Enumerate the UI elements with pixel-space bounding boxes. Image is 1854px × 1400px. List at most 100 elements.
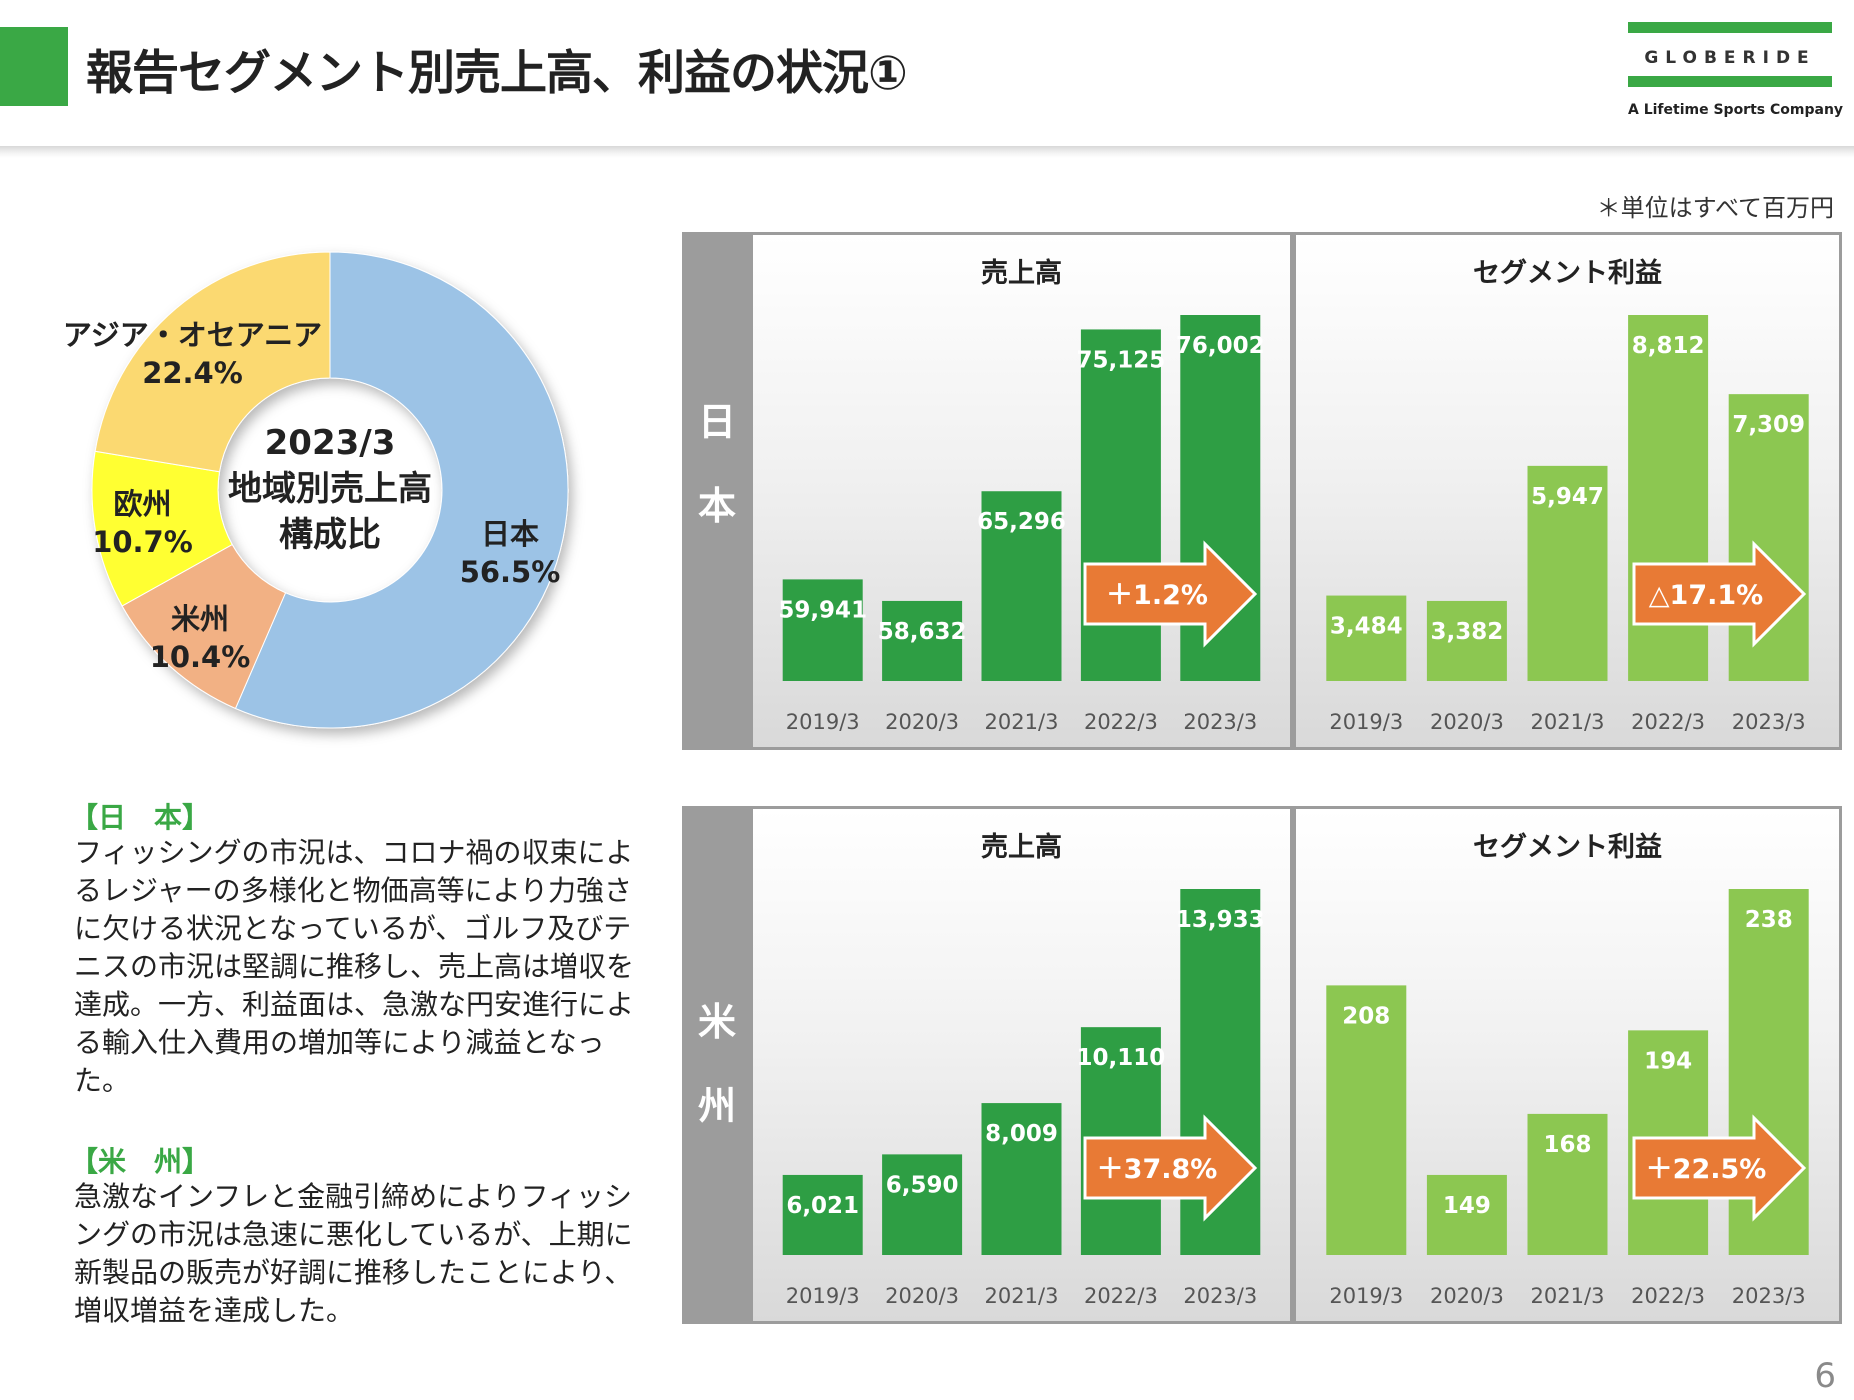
america-profit-bar-1	[1326, 985, 1407, 1255]
japan-profit-bar-1	[1326, 595, 1407, 681]
donut-slice-japan	[234, 251, 569, 729]
japan-profit-value-label-5: 7,309	[1732, 412, 1805, 438]
japan-sales-x-tick-5: 2023/3	[1183, 710, 1257, 734]
donut-label-europe-name: 欧州	[113, 487, 172, 521]
america-profit-panel: セグメント利益 208 2019/3 149 2020/3 168 2021/3 194 20…	[1296, 809, 1839, 1321]
page-title: 報告セグメント別売上高、利益の状況①	[86, 46, 908, 101]
unit-note: ＊単位はすべて百万円	[1596, 194, 1834, 222]
japan-profit-value-label-4: 8,812	[1632, 333, 1705, 359]
america-sales-value-label-5: 13,933	[1176, 907, 1265, 933]
america-sales-value-label-2: 6,590	[886, 1172, 959, 1198]
japan-profit-x-tick-2: 2020/3	[1430, 710, 1504, 734]
japan-profit-value-label-1: 3,484	[1330, 614, 1403, 640]
america-sales-value-label-4: 10,110	[1077, 1045, 1166, 1071]
america-profit-bar-2	[1426, 1174, 1507, 1255]
donut-label-europe-pct: 10.7%	[92, 525, 193, 559]
america-sales-bar-2	[882, 1154, 963, 1255]
japan-sales-value-label-3: 65,296	[977, 509, 1066, 535]
america-profit-x-tick-2: 2020/3	[1430, 1284, 1504, 1308]
header-divider	[0, 146, 1854, 158]
japan-profit-x-tick-5: 2023/3	[1732, 710, 1806, 734]
japan-sales-x-tick-4: 2022/3	[1084, 710, 1158, 734]
logo-top-bar	[1628, 22, 1832, 33]
japan-profit-x-tick-4: 2022/3	[1631, 710, 1705, 734]
donut-label-america: 米州 10.4%	[120, 600, 280, 676]
america-sales-bar-3	[981, 1103, 1062, 1255]
japan-panels-divider	[1290, 235, 1296, 747]
donut-label-america-pct: 10.4%	[149, 640, 251, 674]
japan-sales-bar-2	[882, 600, 963, 681]
america-sales-x-tick-1: 2019/3	[786, 1284, 860, 1308]
japan-sales-bar-1	[782, 579, 863, 681]
header-accent-square	[0, 27, 68, 106]
america-sales-change-label: ＋37.8%	[1097, 1154, 1218, 1185]
america-profit-chart: 208 2019/3 149 2020/3 168 2021/3 194 2022/3 238 2…	[1326, 889, 1809, 1308]
japan-profit-change-arrow	[1632, 540, 1807, 648]
japan-profit-x-tick-3: 2021/3	[1531, 710, 1605, 734]
japan-sales-x-tick-3: 2021/3	[985, 710, 1059, 734]
japan-sales-change-arrow	[1083, 540, 1258, 648]
donut-center-year: 2023/3	[264, 423, 396, 463]
america-sales-value-label-1: 6,021	[786, 1193, 859, 1219]
america-profit-change-arrow	[1632, 1114, 1807, 1222]
america-profit-x-tick-1: 2019/3	[1329, 1284, 1403, 1308]
japan-sales-value-label-2: 58,632	[878, 619, 967, 645]
japan-profit-chart: 3,484 2019/3 3,382 2020/3 5,947 2021/3 8,812 20…	[1326, 315, 1809, 734]
donut-label-japan-name: 日本	[480, 517, 539, 551]
japan-profit-bar-3	[1527, 465, 1608, 681]
company-logo: GLOBERIDE A Lifetime Sports Company	[1628, 22, 1843, 122]
japan-sales-title: 売上高	[981, 258, 1062, 289]
america-sales-title: 売上高	[981, 832, 1062, 863]
america-sales-change-arrow	[1083, 1114, 1258, 1222]
japan-sales-x-tick-2: 2020/3	[885, 710, 959, 734]
japan-sales-bar-3	[981, 491, 1062, 681]
america-sales-chart: 6,021 2019/3 6,590 2020/3 8,009 2021/3 10,110 2…	[782, 889, 1265, 1308]
japan-profit-bar-4	[1628, 315, 1709, 681]
japan-sales-chart: 59,941 2019/3 58,632 2020/3 65,296 2021/3 75,1…	[778, 315, 1265, 734]
america-sales-bar-1	[782, 1174, 863, 1255]
japan-sales-bar-4	[1080, 329, 1161, 681]
america-sales-x-tick-2: 2020/3	[885, 1284, 959, 1308]
donut-slice-asia	[94, 251, 331, 473]
donut-label-japan: 日本 56.5%	[430, 515, 590, 591]
america-sales-x-tick-4: 2022/3	[1084, 1284, 1158, 1308]
america-profit-value-label-1: 208	[1342, 1003, 1390, 1029]
america-profit-value-label-5: 238	[1745, 907, 1793, 933]
japan-sales-change-label: ＋1.2%	[1106, 580, 1208, 611]
america-profit-x-tick-3: 2021/3	[1531, 1284, 1605, 1308]
japan-profit-value-label-3: 5,947	[1531, 484, 1604, 510]
japan-sales-x-tick-1: 2019/3	[786, 710, 860, 734]
america-sales-x-tick-5: 2023/3	[1183, 1284, 1257, 1308]
japan-profit-value-label-2: 3,382	[1431, 619, 1504, 645]
america-sales-value-label-3: 8,009	[985, 1121, 1058, 1147]
donut-center-line-2: 地域別売上高	[228, 469, 432, 509]
japan-sales-value-label-4: 75,125	[1077, 347, 1166, 373]
america-sales-x-tick-3: 2021/3	[985, 1284, 1059, 1308]
america-panels-divider	[1290, 809, 1296, 1321]
japan-sales-panel: 売上高 59,941 2019/3 58,632 2020/3 65,296 2021/3…	[753, 235, 1290, 747]
donut-label-america-name: 米州	[170, 602, 229, 636]
logo-bottom-bar	[1628, 76, 1832, 87]
japan-profit-x-tick-1: 2019/3	[1329, 710, 1403, 734]
america-profit-title: セグメント利益	[1473, 832, 1662, 863]
america-profit-x-tick-5: 2023/3	[1732, 1284, 1806, 1308]
region-strip-japan: 日 本	[682, 232, 752, 750]
japan-profit-bar-2	[1426, 600, 1507, 681]
japan-profit-panel: セグメント利益 3,484 2019/3 3,382 2020/3 5,947 2021/…	[1296, 235, 1839, 747]
japan-commentary-body: フィッシングの市況は、コロナ禍の収束によるレジャーの多様化と物価高等により力強さ…	[74, 836, 635, 1097]
japan-sales-value-label-5: 76,002	[1176, 333, 1265, 359]
america-sales-panel: 売上高 6,021 2019/3 6,590 2020/3 8,009 2021/3 10,…	[753, 809, 1290, 1321]
region-label-japan-1: 日	[697, 400, 736, 444]
america-commentary-body: 急激なインフレと金融引締めによりフィッシングの市況は急速に悪化しているが、上期に…	[74, 1180, 633, 1327]
japan-commentary-heading: 【日 本】	[70, 801, 211, 834]
japan-profit-change-label: △17.1%	[1649, 580, 1763, 611]
america-profit-value-label-4: 194	[1644, 1048, 1692, 1074]
region-label-america-2: 州	[697, 1084, 736, 1128]
donut-label-asia: アジア・オセアニア 22.4%	[60, 316, 325, 392]
donut-label-japan-pct: 56.5%	[459, 555, 561, 589]
america-profit-x-tick-4: 2022/3	[1631, 1284, 1705, 1308]
america-commentary-heading: 【米 州】	[70, 1145, 211, 1178]
region-label-america-1: 米	[697, 1000, 736, 1044]
region-strip-america: 米 州	[682, 806, 752, 1324]
america-profit-value-label-2: 149	[1443, 1193, 1491, 1219]
